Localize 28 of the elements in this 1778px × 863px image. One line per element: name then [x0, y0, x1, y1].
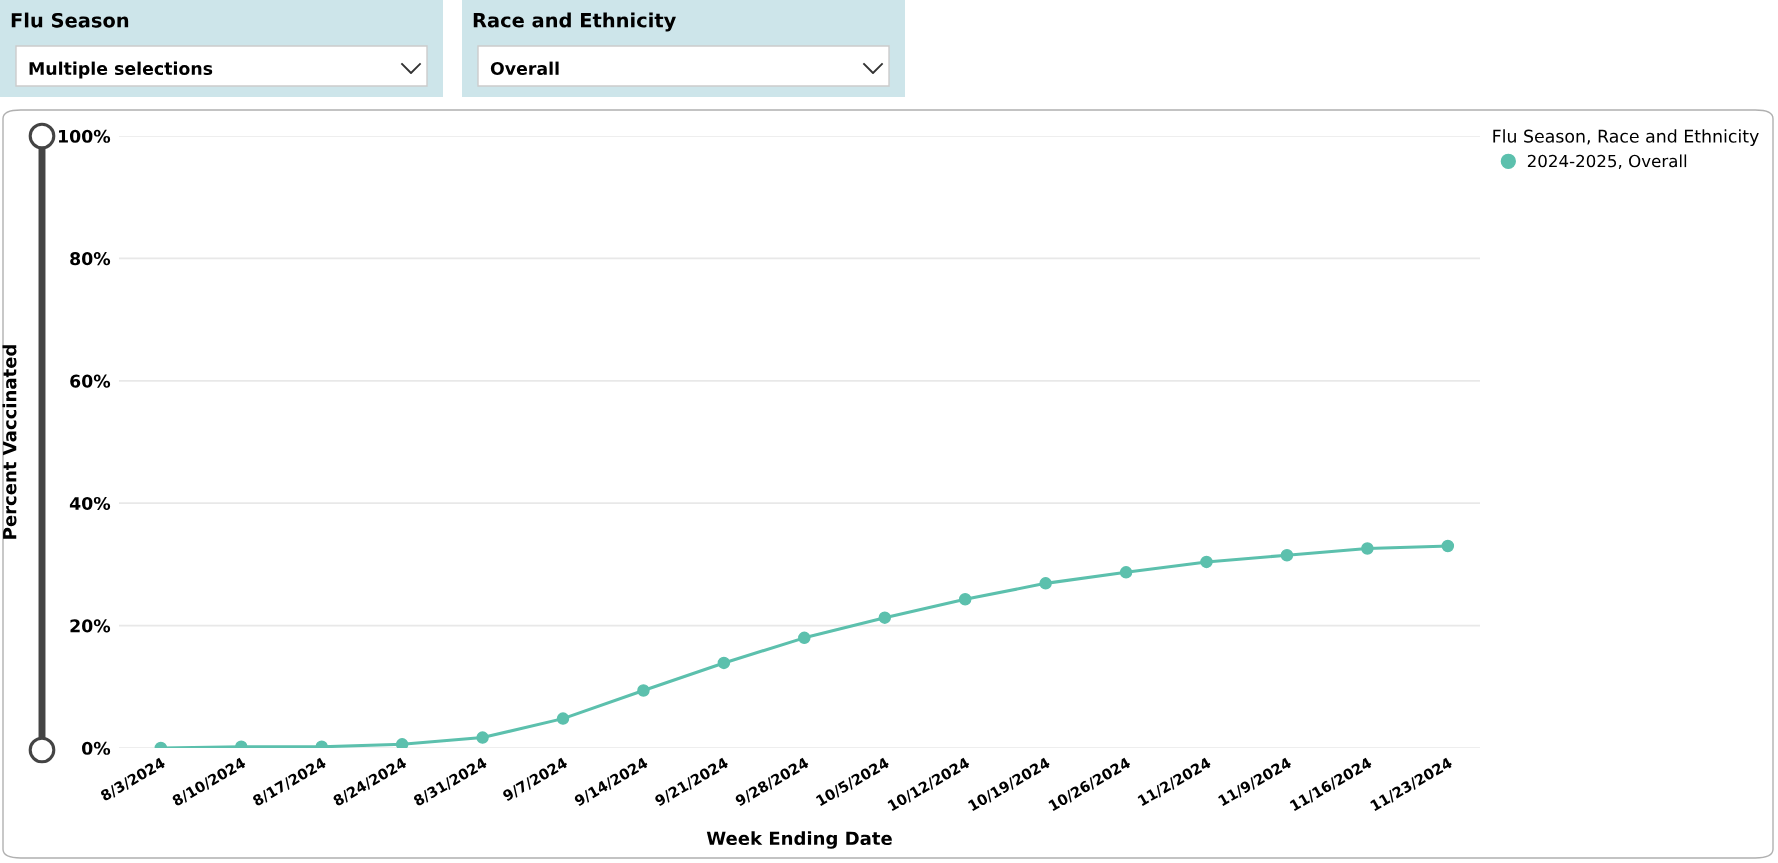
y-axis-title: Percent Vaccinated: [2, 345, 17, 539]
point: [878, 611, 892, 624]
y-tick-label: 60%: [70, 374, 111, 388]
point: [637, 684, 650, 697]
y-tick-label: 80%: [70, 252, 111, 266]
point: [476, 731, 489, 744]
point: [1441, 539, 1455, 553]
point: [556, 712, 570, 725]
point: [1361, 542, 1374, 555]
point: [958, 593, 972, 606]
y-tick-label: 100%: [58, 129, 111, 143]
y-tick-label: 20%: [70, 619, 111, 633]
point: [1039, 577, 1052, 590]
text: Overall: [490, 61, 559, 76]
legend-title: Flu Season, Race and Ethnicity: [1493, 129, 1759, 147]
y-tick-label: 40%: [69, 496, 111, 511]
text: Race and Ethnicity: [473, 12, 676, 32]
point: [395, 738, 409, 748]
text: Multiple selections: [29, 61, 213, 79]
point: [798, 631, 811, 645]
x-axis-title: Week Ending Date: [706, 831, 892, 849]
point: [1200, 555, 1213, 569]
legend-label: 2024-2025, Overall: [1527, 154, 1687, 170]
text: Flu Season: [11, 12, 129, 28]
point: [717, 656, 731, 670]
point: [1119, 566, 1133, 579]
point: [1280, 548, 1294, 562]
y-tick-label: 0%: [82, 741, 111, 755]
